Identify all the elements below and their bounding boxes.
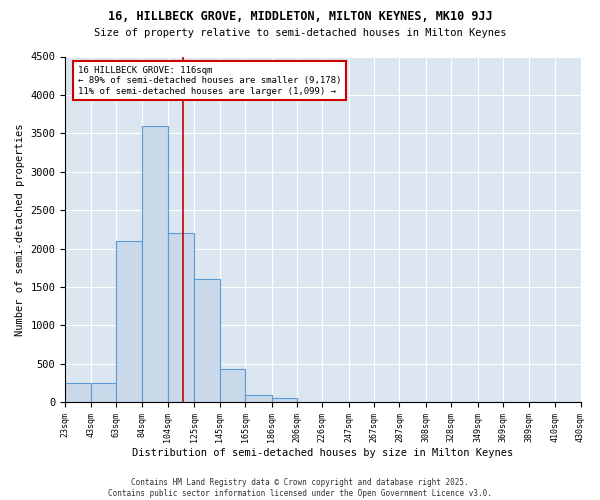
Bar xyxy=(116,241,142,402)
Text: Size of property relative to semi-detached houses in Milton Keynes: Size of property relative to semi-detach… xyxy=(94,28,506,38)
Bar xyxy=(245,394,272,402)
Bar xyxy=(272,398,297,402)
X-axis label: Distribution of semi-detached houses by size in Milton Keynes: Distribution of semi-detached houses by … xyxy=(132,448,514,458)
Y-axis label: Number of semi-detached properties: Number of semi-detached properties xyxy=(15,123,25,336)
Text: 16, HILLBECK GROVE, MIDDLETON, MILTON KEYNES, MK10 9JJ: 16, HILLBECK GROVE, MIDDLETON, MILTON KE… xyxy=(107,10,493,23)
Bar xyxy=(194,280,220,402)
Bar xyxy=(142,126,168,402)
Bar xyxy=(220,369,245,402)
Bar xyxy=(168,233,194,402)
Bar xyxy=(91,383,116,402)
Text: 16 HILLBECK GROVE: 116sqm
← 89% of semi-detached houses are smaller (9,178)
11% : 16 HILLBECK GROVE: 116sqm ← 89% of semi-… xyxy=(78,66,341,96)
Bar xyxy=(65,383,91,402)
Text: Contains HM Land Registry data © Crown copyright and database right 2025.
Contai: Contains HM Land Registry data © Crown c… xyxy=(108,478,492,498)
